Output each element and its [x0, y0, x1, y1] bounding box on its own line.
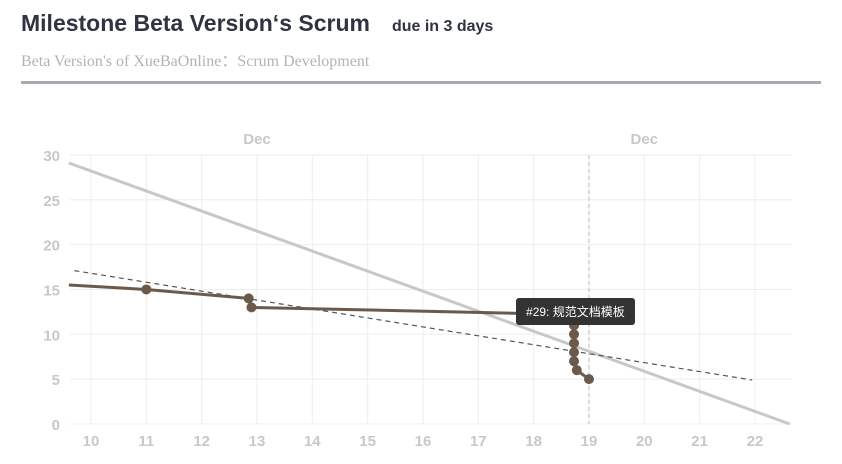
data-point	[571, 365, 582, 376]
x-tick-label: 13	[249, 433, 266, 450]
x-tick-label: 14	[304, 433, 321, 450]
x-tick-label: 15	[359, 433, 376, 450]
data-point	[569, 356, 580, 367]
trend-line	[74, 270, 753, 381]
y-tick-label: 15	[43, 282, 60, 299]
tooltip: #29: 规范文档模板	[516, 298, 635, 326]
data-point	[246, 302, 257, 313]
x-tick-label: 11	[138, 433, 154, 450]
milestone-title: Milestone Beta Version‘s Scrum	[21, 10, 370, 36]
data-point	[569, 338, 580, 349]
actual-line	[68, 283, 590, 381]
x-tick-label: 19	[581, 433, 598, 450]
y-tick-label: 0	[52, 417, 60, 434]
data-point	[569, 329, 580, 340]
data-point	[583, 374, 594, 385]
data-point	[141, 284, 152, 295]
y-tick-label: 5	[52, 372, 60, 389]
month-label: Dec	[631, 131, 659, 148]
y-tick-label: 30	[43, 148, 60, 165]
due-label: due in 3 days	[391, 18, 494, 35]
x-tick-label: 22	[747, 433, 764, 450]
ideal-line	[68, 161, 791, 426]
subtitle: Beta Version's of XueBaOnline：Scrum Deve…	[21, 53, 370, 70]
x-tick-label: 17	[470, 433, 487, 450]
x-tick-label: 20	[636, 433, 653, 450]
x-tick-label: 18	[525, 433, 542, 450]
page-title: Milestone Beta Version‘s Scrum due in 3 d…	[21, 10, 493, 37]
y-tick-label: 20	[43, 238, 60, 255]
x-tick-label: 16	[415, 433, 432, 450]
x-tick-label: 10	[83, 433, 100, 450]
x-tick-label: 21	[691, 433, 708, 450]
data-point	[569, 347, 580, 358]
x-tick-label: 12	[193, 433, 210, 450]
divider	[21, 81, 821, 84]
data-point	[243, 293, 254, 304]
y-tick-label: 25	[43, 193, 60, 210]
y-tick-label: 10	[43, 327, 60, 344]
month-label: Dec	[243, 131, 271, 148]
